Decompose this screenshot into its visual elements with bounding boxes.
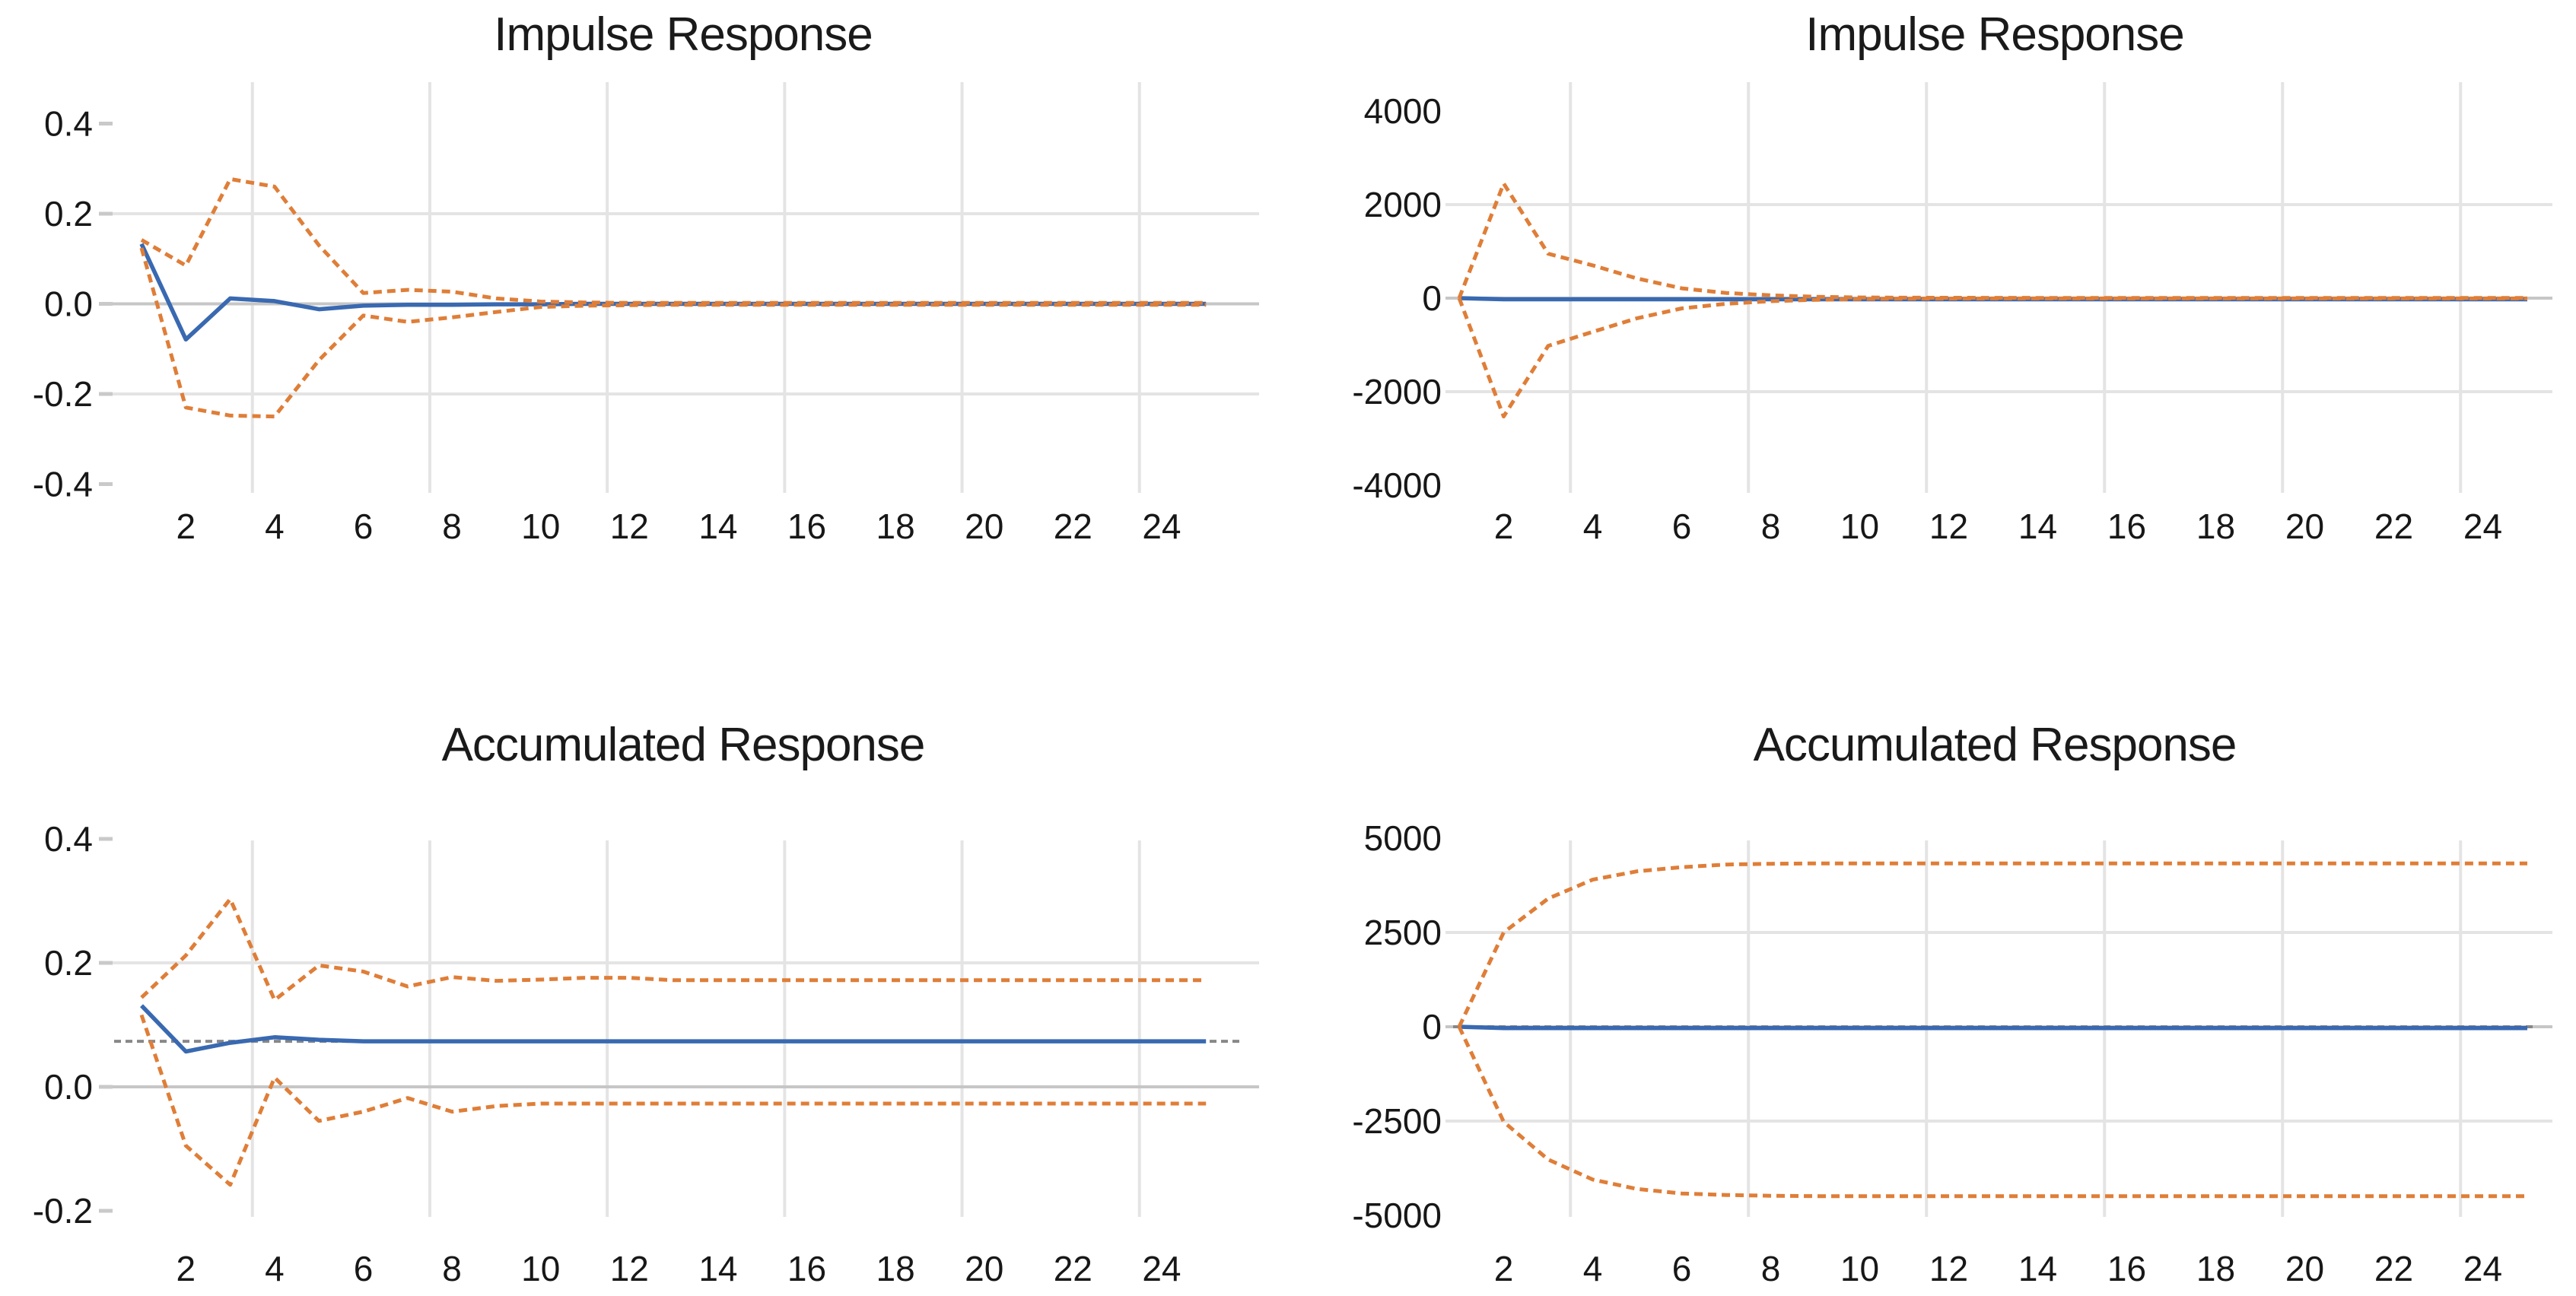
x-axis-label: 16: [787, 1249, 826, 1288]
x-axis-label: 10: [1840, 507, 1879, 546]
x-axis-label: 20: [965, 1249, 1003, 1288]
y-axis-label: -0.2: [33, 1191, 93, 1231]
series-lower_band: [139, 1014, 1207, 1187]
y-axis-label: 0.0: [44, 284, 93, 324]
series-upper_band: [140, 897, 1207, 1002]
x-axis-label: 12: [610, 1249, 649, 1288]
series-upper_band: [1457, 861, 2527, 1028]
y-axis-tick: [99, 482, 113, 486]
x-axis-label: 18: [876, 1249, 915, 1288]
y-axis-label: 0.0: [44, 1067, 93, 1107]
x-axis-label: 10: [521, 507, 560, 546]
x-axis-label: 24: [1142, 507, 1181, 546]
y-axis-label: 0.4: [44, 819, 93, 859]
y-axis-label: 0.2: [44, 194, 93, 233]
series-upper_band: [140, 176, 1207, 305]
x-axis-label: 14: [2018, 1249, 2057, 1288]
x-axis-label: 20: [2285, 507, 2324, 546]
x-axis-label: 4: [265, 507, 285, 546]
series-point_estimate: [140, 1004, 1207, 1054]
series-upper_band: [1457, 181, 2527, 300]
y-axis-label: 0.4: [44, 104, 93, 144]
x-axis-label: 8: [1761, 507, 1781, 546]
y-axis-label: -2000: [1352, 372, 1442, 411]
x-axis-label: 2: [1494, 1249, 1514, 1288]
x-axis-label: 8: [1761, 1249, 1781, 1288]
y-axis-label: -5000: [1352, 1196, 1442, 1235]
y-axis-label: 0.2: [44, 943, 93, 983]
x-axis-label: 24: [2463, 1249, 2502, 1288]
x-axis-label: 22: [2374, 507, 2413, 546]
x-axis-label: 6: [1672, 1249, 1692, 1288]
x-axis-label: 6: [1672, 507, 1692, 546]
x-axis-label: 8: [442, 507, 462, 546]
y-axis-label: 5000: [1364, 818, 1442, 858]
x-axis-label: 12: [1929, 507, 1968, 546]
y-axis-label: 0: [1422, 278, 1442, 318]
x-axis-label: 22: [1054, 507, 1092, 546]
x-axis-label: 12: [610, 507, 649, 546]
chart-title-impulse-left: Impulse Response: [494, 8, 873, 61]
x-axis-label: 14: [698, 507, 737, 546]
x-axis-label: 18: [2196, 1249, 2235, 1288]
y-axis-label: 2500: [1364, 913, 1442, 952]
y-axis-tick: [99, 1209, 113, 1213]
series-point_estimate: [139, 243, 1207, 342]
chart-title-accumulated-right: Accumulated Response: [1753, 719, 2237, 771]
y-axis-tick: [99, 392, 113, 396]
x-axis-label: 24: [2463, 507, 2502, 546]
x-axis-label: 14: [2018, 507, 2057, 546]
x-axis-label: 4: [265, 1249, 285, 1288]
chart-title-impulse-right: Impulse Response: [1805, 8, 2185, 61]
y-axis-tick: [99, 837, 113, 841]
x-axis-label: 22: [2374, 1249, 2413, 1288]
chart-impulse-left: 0.40.20.0-0.2-0.42 4 6 8 10 12 14 16 18 20 22 24: [33, 82, 1259, 546]
x-axis-label: 12: [1929, 1249, 1968, 1288]
x-axis-label: 2: [177, 507, 196, 546]
series-lower_band: [1457, 296, 2527, 419]
series-point_estimate: [1458, 1024, 2527, 1031]
x-axis-label: 20: [965, 507, 1003, 546]
x-axis-label: 16: [787, 507, 826, 546]
x-axis-label: 22: [1054, 1249, 1092, 1288]
x-axis-label: 10: [1840, 1249, 1879, 1288]
x-axis-label: 10: [521, 1249, 560, 1288]
series-lower_band: [139, 247, 1207, 419]
y-axis-tick: [99, 211, 113, 216]
x-axis-label: 14: [698, 1249, 737, 1288]
y-axis-tick: [99, 961, 113, 965]
y-axis-label: -0.2: [33, 374, 93, 414]
chart-accumulated-left: 0.40.20.0-0.22 4 6 8 10 12 14 16 18 20 22 24: [33, 819, 1259, 1288]
x-axis-label: 4: [1583, 1249, 1603, 1288]
y-axis-label: 2000: [1364, 185, 1442, 224]
y-axis-label: -2500: [1352, 1101, 1442, 1141]
x-axis-label: 18: [876, 507, 915, 546]
x-axis-label: 2: [1494, 507, 1514, 546]
x-axis-label: 24: [1142, 1249, 1181, 1288]
x-axis-label: 16: [2107, 507, 2146, 546]
y-axis-label: 4000: [1364, 91, 1442, 131]
x-axis-label: 4: [1583, 507, 1603, 546]
x-axis-label: 18: [2196, 507, 2235, 546]
chart-title-accumulated-left: Accumulated Response: [441, 719, 926, 771]
series-lower_band: [1457, 1025, 2527, 1199]
y-axis-label: -0.4: [33, 465, 93, 504]
x-axis-label: 20: [2285, 1249, 2324, 1288]
x-axis-label: 6: [354, 507, 374, 546]
x-axis-label: 8: [442, 1249, 462, 1288]
x-axis-label: 16: [2107, 1249, 2146, 1288]
y-axis-tick: [99, 1085, 113, 1089]
y-axis-label: -4000: [1352, 465, 1442, 505]
y-axis-tick: [99, 122, 113, 125]
x-axis-label: 2: [177, 1249, 196, 1288]
y-axis-label: 0: [1422, 1007, 1442, 1047]
y-axis-tick: [99, 302, 113, 306]
x-axis-label: 6: [354, 1249, 374, 1288]
